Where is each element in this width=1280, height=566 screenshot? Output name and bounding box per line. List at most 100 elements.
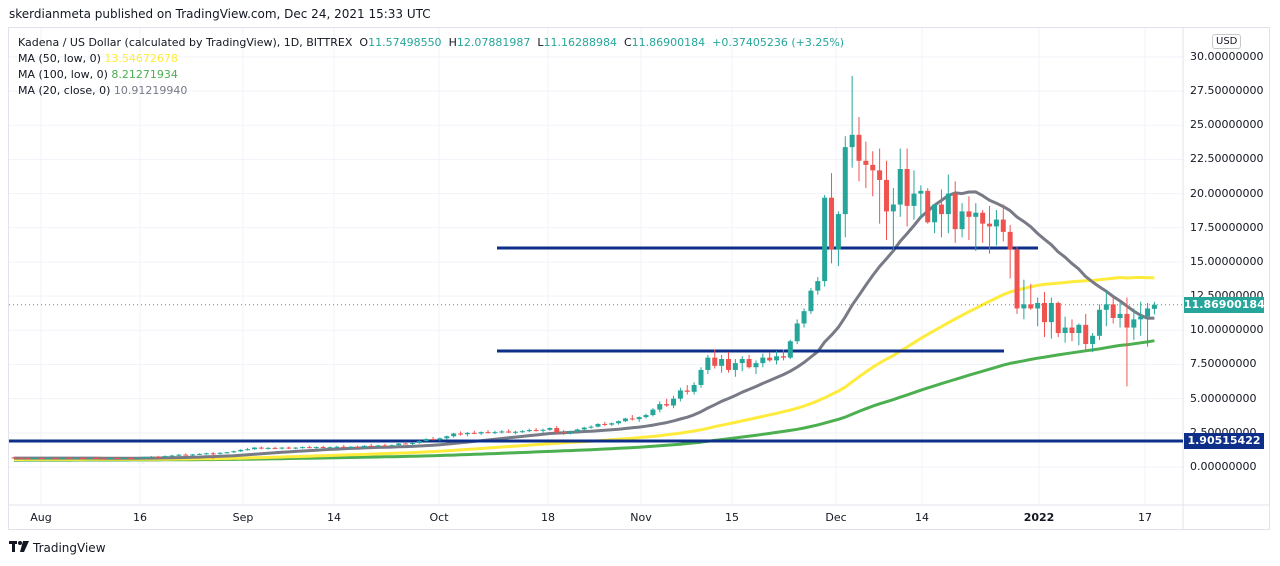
- price-tick-label: 7.50000000: [1190, 357, 1257, 371]
- ma50-row[interactable]: MA (50, low, 0) 13.54672678: [18, 52, 178, 65]
- price-tick-label: 0.00000000: [1190, 460, 1257, 473]
- candle-body: [588, 426, 594, 428]
- candle-body: [306, 447, 312, 449]
- candle-body: [382, 445, 388, 447]
- candle-body: [595, 423, 601, 427]
- candle-body: [526, 430, 532, 432]
- candle-body: [835, 214, 841, 250]
- candle-body: [938, 204, 944, 215]
- candle-body: [190, 454, 196, 456]
- candle-body: [300, 447, 306, 449]
- ma100-row[interactable]: MA (100, low, 0) 8.21271934: [18, 68, 178, 81]
- candle-body: [870, 164, 876, 171]
- candle-body: [643, 415, 649, 418]
- candle-body: [636, 417, 642, 420]
- last-price-tag: 11.86900184: [1184, 296, 1265, 313]
- time-tick-label: Aug: [30, 511, 52, 524]
- candle-body: [506, 431, 512, 433]
- candle-body: [657, 404, 663, 410]
- candle-body: [561, 432, 567, 434]
- candle-body: [863, 160, 869, 165]
- price-tick-label: 15.00000000: [1190, 254, 1264, 268]
- candle-body: [176, 454, 182, 456]
- currency-button[interactable]: USD: [1212, 34, 1242, 49]
- symbol-title[interactable]: Kadena / US Dollar (calculated by Tradin…: [18, 36, 353, 49]
- ma20-row[interactable]: MA (20, close, 0) 10.91219940: [18, 84, 188, 97]
- candle-body: [1028, 304, 1034, 309]
- candle-body: [794, 323, 800, 342]
- candle-body: [25, 458, 31, 460]
- candle-body: [719, 359, 725, 366]
- candle-body: [334, 446, 340, 448]
- candle-body: [925, 190, 931, 223]
- candle-body: [1090, 335, 1096, 344]
- candle-body: [1110, 304, 1116, 318]
- candle-body: [66, 457, 72, 459]
- candle-body: [451, 433, 457, 437]
- candle-body: [1145, 308, 1151, 317]
- candle-body: [458, 433, 464, 435]
- candle-body: [437, 438, 443, 440]
- candle-body: [293, 447, 299, 449]
- candle-body: [265, 447, 271, 449]
- candle-body: [918, 190, 924, 194]
- candle-body: [313, 447, 319, 449]
- candle-body: [348, 446, 354, 448]
- candle-body: [368, 445, 374, 447]
- candle-body: [533, 430, 539, 432]
- candle-body: [664, 404, 670, 406]
- candle-body: [1083, 324, 1089, 344]
- candle-body: [760, 357, 766, 364]
- time-tick-label: Dec: [825, 511, 847, 524]
- candle-body: [691, 384, 697, 392]
- ma20-value: 10.91219940: [113, 84, 188, 97]
- candle-body: [52, 457, 58, 459]
- brand-name: TradingView: [33, 541, 106, 555]
- candle-body: [677, 390, 683, 399]
- candle-body: [1124, 313, 1130, 328]
- time-tick-label: Nov: [630, 511, 652, 524]
- candle-body: [622, 418, 628, 422]
- candle-body: [1007, 231, 1013, 250]
- candle-body: [396, 443, 402, 446]
- time-tick-label: 17: [1138, 511, 1152, 524]
- change-value: +0.37405236 (+3.25%): [712, 36, 845, 49]
- candle-body: [471, 432, 477, 434]
- time-tick-label: 18: [541, 511, 555, 524]
- candle-body: [911, 193, 917, 206]
- candle-body: [877, 170, 883, 180]
- candle-body: [1131, 319, 1137, 328]
- time-tick-label: Sep: [232, 511, 254, 524]
- candle-body: [609, 423, 615, 425]
- candle-body: [671, 398, 677, 406]
- candle-body: [18, 457, 24, 459]
- candle-body: [403, 443, 409, 445]
- symbol-row: Kadena / US Dollar (calculated by Tradin…: [18, 36, 845, 49]
- candle-body: [444, 436, 450, 439]
- candle-body: [650, 409, 656, 416]
- candle-body: [409, 443, 415, 445]
- candle-body: [148, 456, 154, 458]
- time-tick-label: 16: [133, 511, 147, 524]
- candle-body: [966, 211, 972, 217]
- candle-body: [45, 457, 51, 459]
- candle-body: [815, 281, 821, 291]
- time-tick-label: 2022: [1023, 511, 1055, 524]
- candle-body: [114, 457, 120, 459]
- candle-body: [128, 457, 134, 459]
- candle-body: [904, 168, 910, 206]
- candle-body: [952, 193, 958, 230]
- price-tick-label: 22.50000000: [1190, 152, 1264, 166]
- candle-body: [355, 446, 360, 448]
- time-tick-label: 14: [915, 511, 929, 524]
- candle-body: [478, 432, 484, 434]
- candle-body: [1151, 304, 1157, 309]
- candle-body: [787, 341, 793, 358]
- candle-body: [423, 438, 429, 442]
- chart-legend: Kadena / US Dollar (calculated by Tradin…: [18, 35, 844, 99]
- candle-body: [162, 456, 168, 458]
- candle-body: [320, 447, 326, 449]
- candle-body: [231, 451, 237, 453]
- candle-body: [1021, 304, 1027, 309]
